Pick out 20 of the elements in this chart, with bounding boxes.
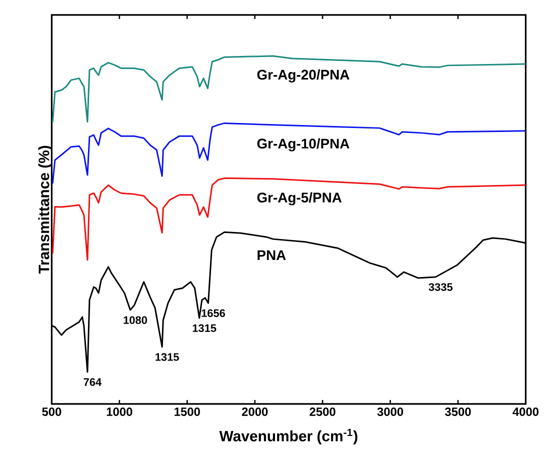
annotation: 1315 — [156, 353, 179, 361]
series-label: Gr-Ag-5/PNA — [257, 192, 342, 206]
annotation: 1315 — [192, 324, 216, 332]
y-axis-title: Transmittance (%) — [38, 146, 52, 274]
series-label: Gr-Ag-10/PNA — [257, 138, 350, 152]
series-label: Gr-Ag-20/PNA — [257, 69, 350, 82]
x-tick-label: 4000 — [512, 408, 539, 416]
annotation: 1656 — [202, 309, 226, 318]
x-tick-label: 3000 — [377, 408, 404, 416]
x-tick-label: 2500 — [310, 408, 336, 416]
annotation: 3335 — [428, 283, 453, 291]
annotation: 1080 — [124, 316, 147, 324]
x-tick-label: 1500 — [174, 408, 200, 416]
x-tick-label: 2000 — [242, 408, 268, 416]
x-tick-label: 3500 — [444, 408, 471, 416]
x-tick-label: 1000 — [106, 408, 132, 416]
x-axis-title: Wavenumber (cm$^{-1}$) — [219, 428, 358, 444]
annotation: 764 — [84, 378, 102, 386]
x-tick-label: 500 — [42, 408, 62, 416]
series-label: PNA — [258, 250, 286, 260]
